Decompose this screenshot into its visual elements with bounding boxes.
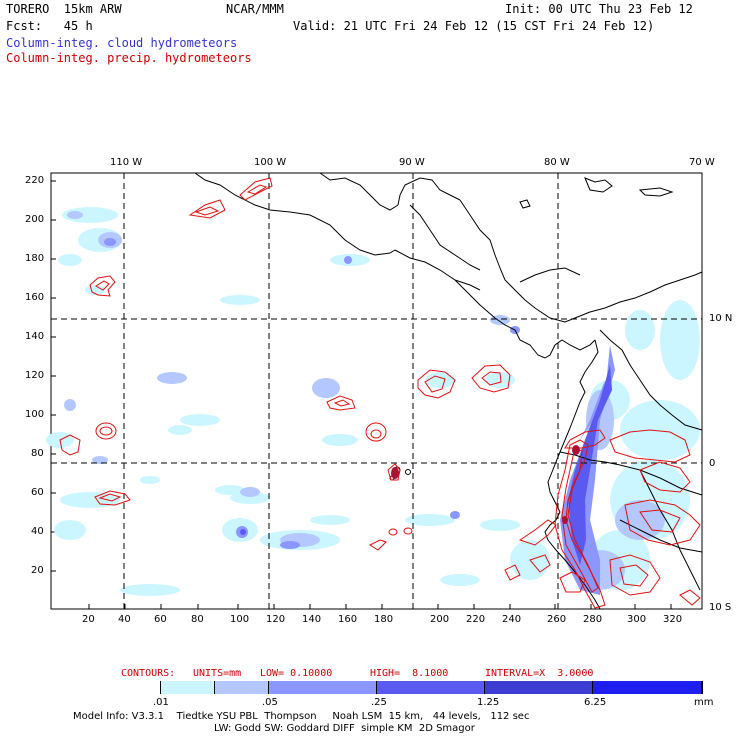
lon-label-90w: 90 W: [399, 157, 425, 168]
coastlines: [194, 172, 703, 610]
x-tick-label: 200: [430, 614, 450, 625]
colorbar-label: .01: [153, 697, 169, 708]
lon-label-100w: 100 W: [254, 157, 287, 168]
y-tick-label: 120: [25, 370, 45, 381]
y-tick-label: 80: [31, 448, 44, 459]
lon-label-80w: 80 W: [544, 157, 570, 168]
precip-maxima: [391, 445, 580, 524]
x-tick-label: 180: [374, 614, 394, 625]
contours-interval: INTERVAL=X 3.0000: [485, 668, 594, 679]
colorbar-label: 6.25: [584, 697, 607, 708]
y-tick-label: 200: [25, 214, 45, 225]
y-tick-label: 220: [25, 175, 45, 186]
x-tick-label: 160: [338, 614, 358, 625]
contours-label: CONTOURS:: [121, 668, 176, 679]
x-tick-label: 220: [466, 614, 486, 625]
x-tick-label: 260: [547, 614, 567, 625]
model-info-line2: LW: Godd SW: Goddard DIFF simple KM 2D S…: [214, 723, 475, 734]
init-time: Init: 00 UTC Thu 23 Feb 12: [505, 2, 693, 16]
colorbar-bin: [377, 681, 485, 694]
forecast-hour: Fcst: 45 h: [6, 19, 93, 33]
lon-label-70w: 70 W: [689, 157, 715, 168]
x-tick-label: 140: [302, 614, 322, 625]
colorbar-bin: [215, 681, 269, 694]
y-tick-label: 20: [31, 565, 44, 576]
colorbar-bin: [52, 681, 161, 694]
colorbar-bin: [269, 681, 377, 694]
x-tick-label: 60: [154, 614, 167, 625]
colorbar-bin: [161, 681, 215, 694]
map-frame: [50, 172, 703, 610]
lat-label-10n: 10 N: [709, 313, 733, 324]
y-tick-label: 140: [25, 331, 45, 342]
contours-high: HIGH= 8.1000: [370, 668, 449, 679]
colorbar-label: .25: [371, 697, 387, 708]
x-tick-label: 120: [266, 614, 286, 625]
y-tick-label: 60: [31, 487, 44, 498]
cloud-shading-light: [46, 207, 700, 596]
axis-ticks: [51, 180, 672, 609]
x-tick-label: 80: [191, 614, 204, 625]
lat-label-10s: 10 S: [709, 602, 732, 613]
x-tick-label: 320: [663, 614, 683, 625]
cloud-shading-dark: [104, 238, 615, 595]
precip-field-label: Column-integ. precip. hydrometeors: [6, 51, 252, 65]
model-title: TORERO 15km ARW: [6, 2, 122, 16]
colorbar-unit: mm: [694, 697, 714, 708]
lon-label-110w: 110 W: [110, 157, 143, 168]
y-tick-label: 180: [25, 253, 45, 264]
org-label: NCAR/MMM: [226, 2, 284, 16]
x-tick-label: 100: [230, 614, 250, 625]
precip-contours: [59, 177, 701, 609]
colorbar-bin: [593, 681, 702, 694]
y-tick-label: 40: [31, 526, 44, 537]
x-tick-label: 40: [118, 614, 131, 625]
model-info-line1: Model Info: V3.3.1 Tiedtke YSU PBL Thomp…: [73, 711, 530, 722]
colorbar-bin: [485, 681, 593, 694]
y-tick-label: 100: [25, 409, 45, 420]
cloud-shading-deep: [240, 365, 612, 565]
y-tick-label: 160: [25, 292, 45, 303]
lat-label-0: 0: [709, 458, 716, 469]
x-tick-label: 20: [82, 614, 95, 625]
cloud-field-label: Column-integ. cloud hydrometeors: [6, 36, 238, 50]
lat-lon-grid: [51, 173, 702, 609]
x-tick-label: 240: [502, 614, 522, 625]
x-tick-label: 280: [583, 614, 603, 625]
valid-time: Valid: 21 UTC Fri 24 Feb 12 (15 CST Fri …: [293, 19, 655, 33]
contours-units: UNITS=mm: [193, 668, 242, 679]
colorbar-label: 1.25: [477, 697, 500, 708]
colorbar-label: .05: [262, 697, 278, 708]
contours-low: LOW= 0.10000: [260, 668, 333, 679]
x-tick-label: 300: [627, 614, 647, 625]
